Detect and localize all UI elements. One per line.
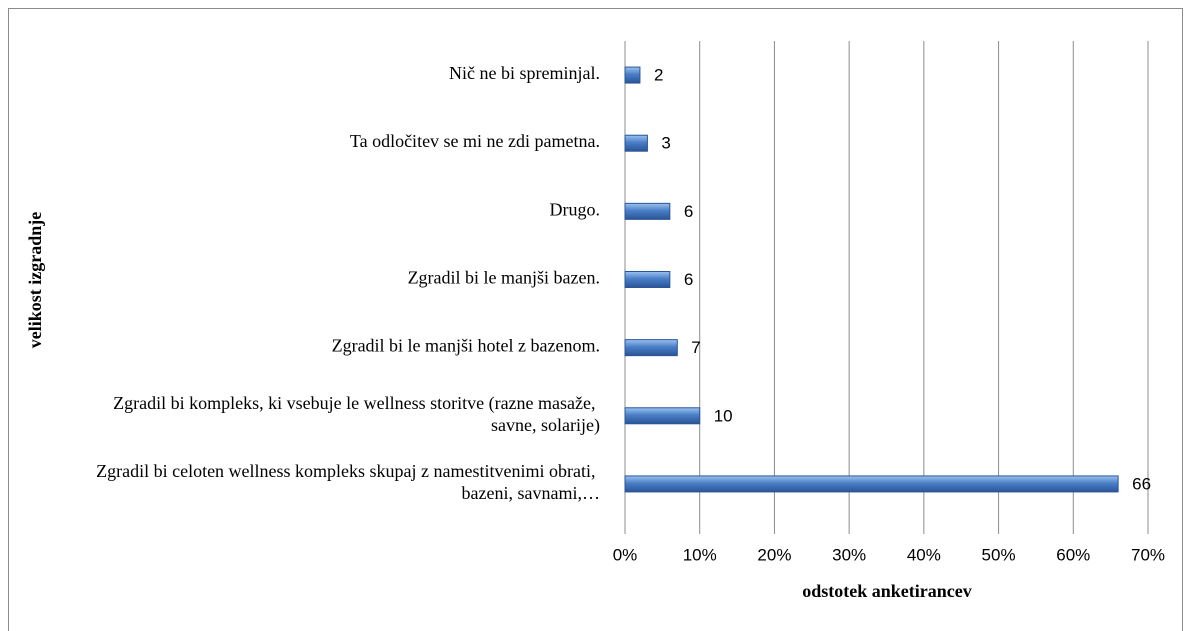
- bar: [624, 66, 641, 84]
- chart-border: [8, 8, 1183, 631]
- data-label: 10: [714, 406, 733, 425]
- x-tick-label: 70%: [1131, 545, 1165, 564]
- y-tick-label: Drugo.: [550, 199, 601, 219]
- bar: [624, 475, 1119, 493]
- bar: [624, 407, 701, 425]
- x-tick-label: 50%: [982, 545, 1016, 564]
- y-tick-label: Zgradil bi le manjši hotel z bazenom.: [332, 336, 600, 356]
- x-tick-label: 60%: [1056, 545, 1090, 564]
- x-axis-title: odstotek anketirancev: [802, 581, 972, 601]
- y-tick-label: Nič ne bi spreminjal.: [449, 63, 600, 83]
- data-label: 6: [684, 270, 693, 289]
- data-label: 66: [1132, 474, 1151, 493]
- bar: [624, 202, 671, 220]
- data-label: 6: [684, 202, 693, 221]
- bar: [624, 134, 648, 152]
- data-label: 7: [691, 338, 700, 357]
- x-tick-label: 0%: [613, 545, 638, 564]
- y-tick-label: Zgradil bi celoten wellness kompleks sku…: [96, 461, 600, 503]
- data-label: 2: [654, 66, 663, 85]
- y-tick-label: Zgradil bi kompleks, ki vsebuje le welln…: [113, 393, 600, 436]
- bar: [624, 271, 671, 288]
- x-tick-label: 30%: [832, 545, 866, 564]
- bar: [624, 339, 678, 357]
- x-tick-label: 10%: [683, 545, 717, 564]
- y-axis-title: velikost izgradnje: [25, 212, 45, 349]
- data-label: 3: [661, 134, 670, 153]
- y-tick-label: Zgradil bi le manjši bazen.: [408, 268, 600, 288]
- y-tick-label: Ta odločitev se mi ne zdi pametna.: [350, 131, 600, 151]
- x-tick-label: 40%: [907, 545, 941, 564]
- x-tick-label: 20%: [757, 545, 791, 564]
